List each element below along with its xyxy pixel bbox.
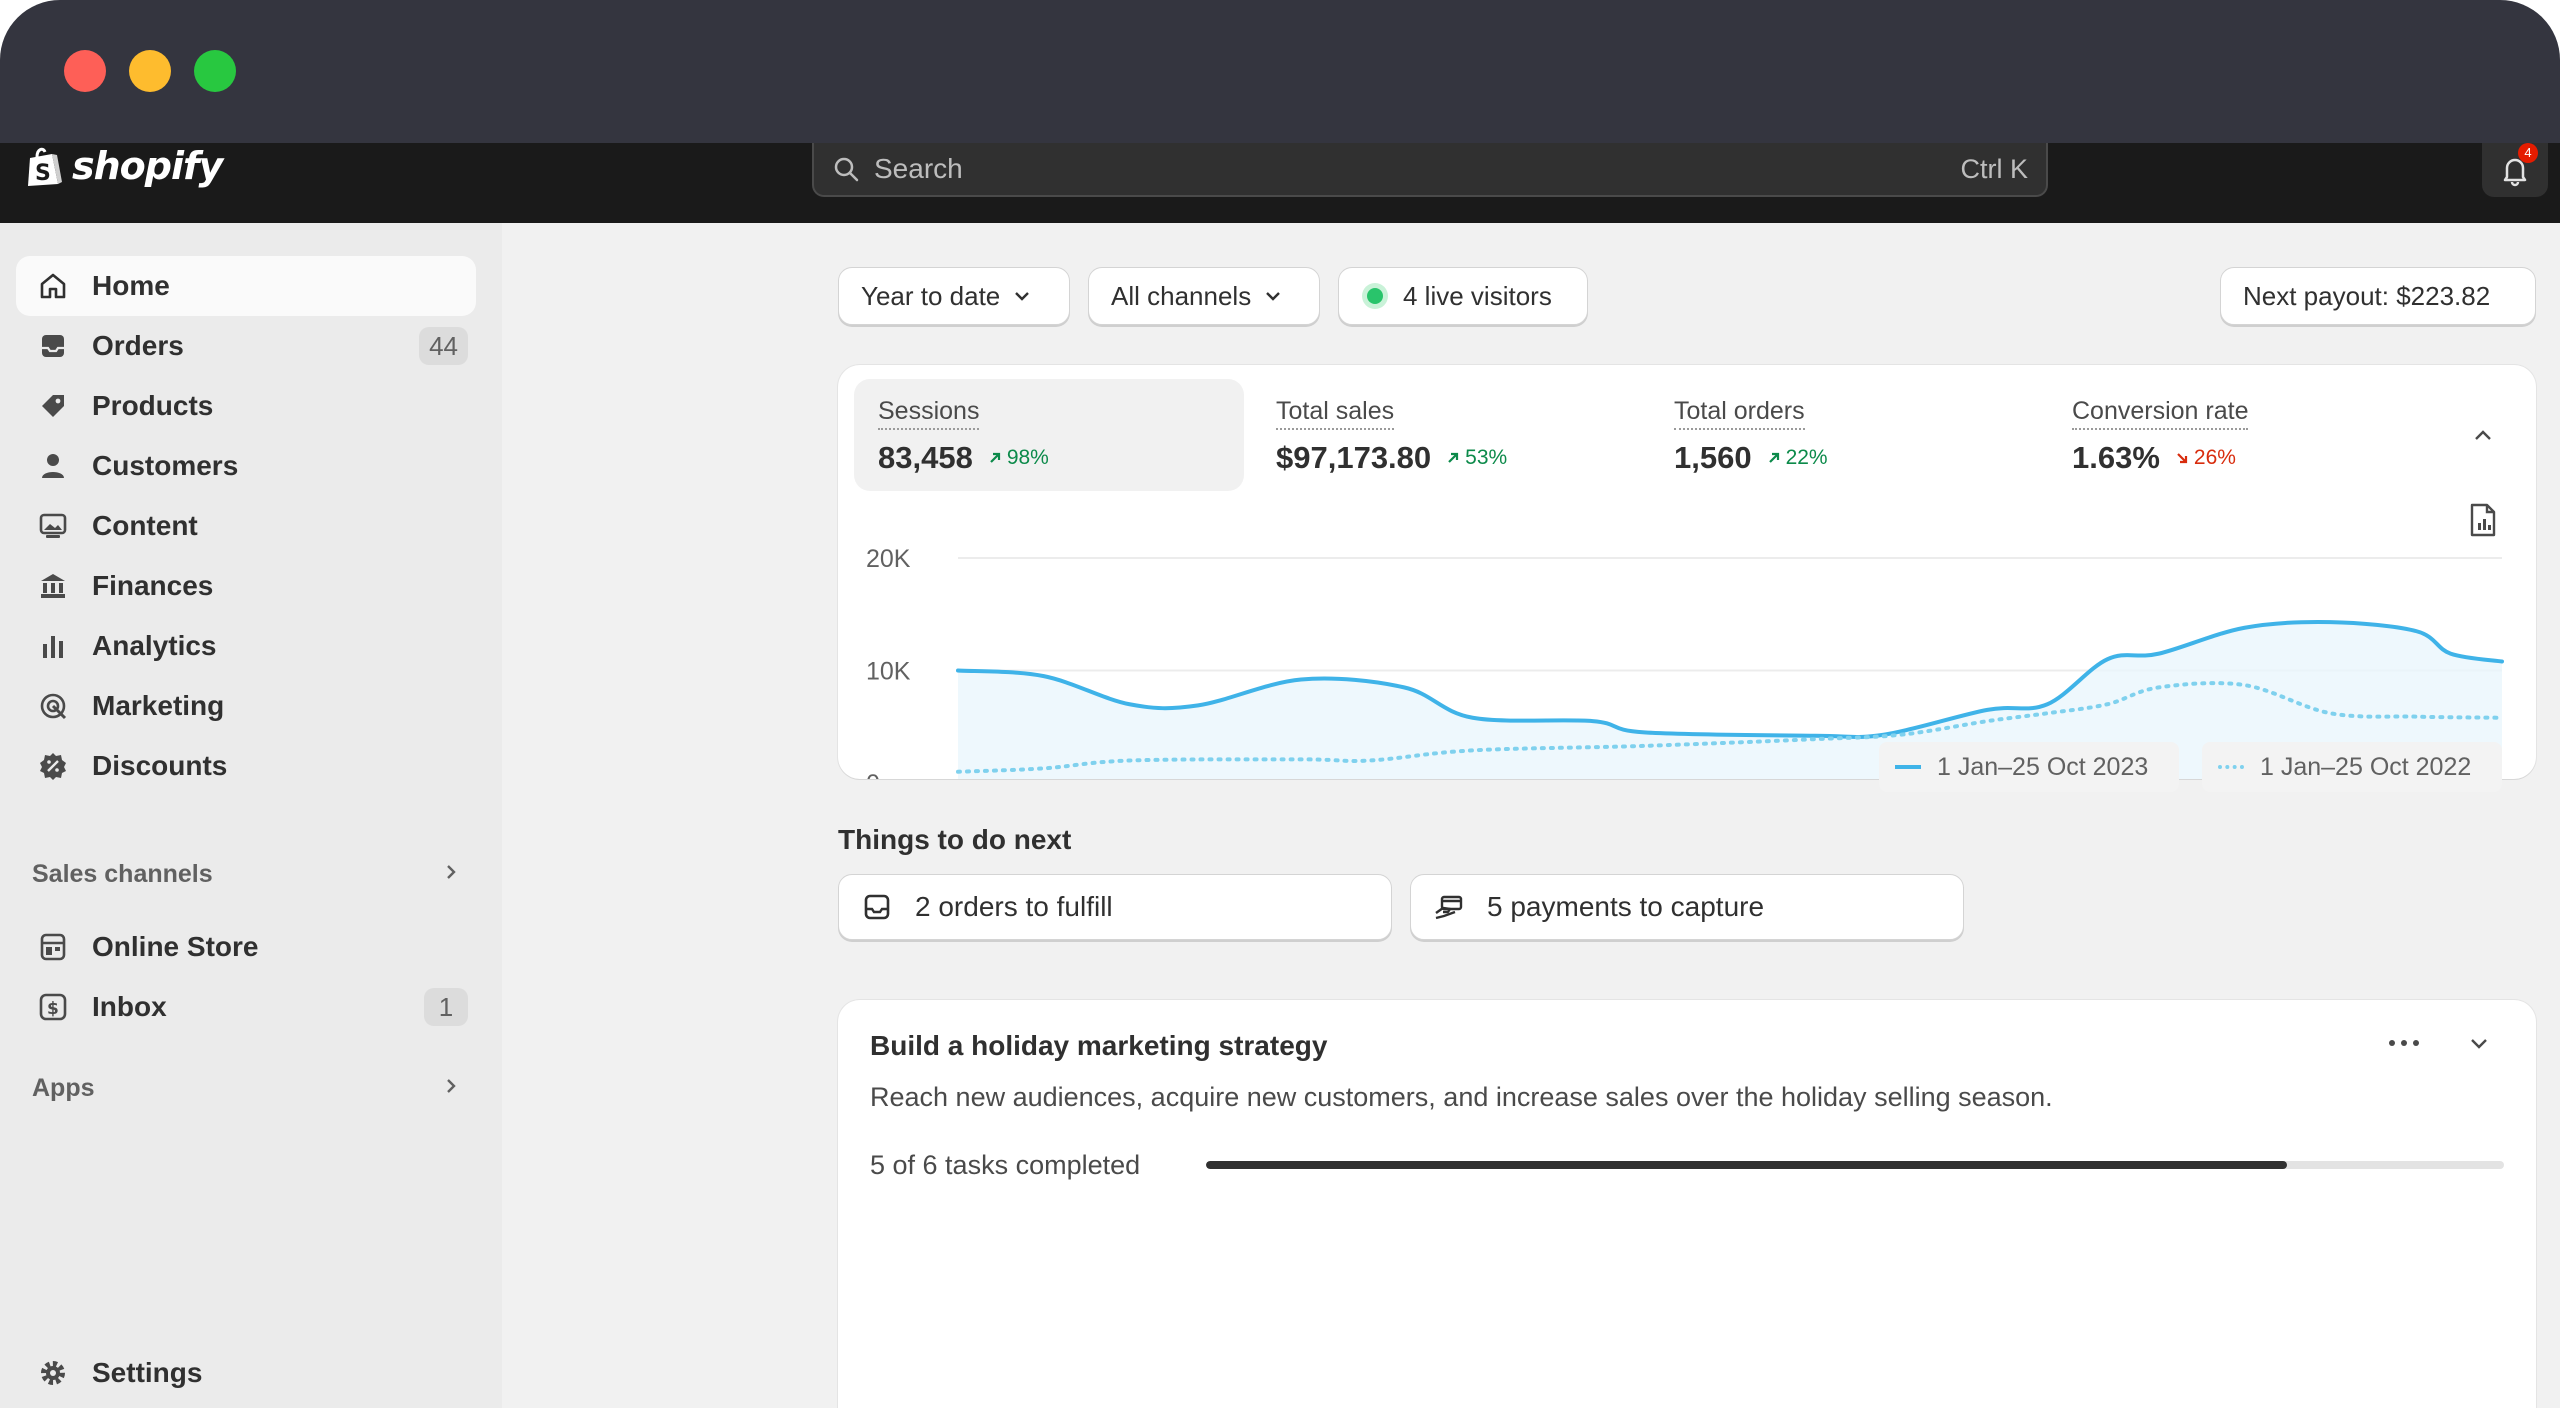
sales-channels-heading[interactable]: Sales channels bbox=[32, 860, 213, 888]
image-icon bbox=[36, 509, 70, 543]
date-range-filter[interactable]: Year to date bbox=[838, 267, 1070, 325]
bar-chart-icon bbox=[36, 629, 70, 663]
arrow-up-right-icon bbox=[1768, 452, 1779, 463]
series-line-current bbox=[956, 619, 2504, 739]
chevron-down-icon bbox=[1266, 292, 1281, 301]
report-document-icon[interactable] bbox=[2468, 503, 2498, 537]
sidebar-item-content[interactable]: Content bbox=[16, 496, 476, 556]
sidebar-item-online-store[interactable]: Online Store bbox=[16, 917, 476, 977]
channels-filter[interactable]: All channels bbox=[1088, 267, 1320, 325]
change-indicator: 53% bbox=[1445, 446, 1507, 470]
chevron-right-icon[interactable] bbox=[440, 1075, 462, 1097]
discount-icon bbox=[36, 749, 70, 783]
chevron-down-icon bbox=[1015, 292, 1030, 301]
change-indicator: 26% bbox=[2174, 446, 2236, 470]
brand-name: shopify bbox=[72, 144, 223, 188]
live-indicator-dot bbox=[1367, 288, 1383, 304]
y-tick-label: 20K bbox=[866, 545, 911, 573]
apps-heading[interactable]: Apps bbox=[32, 1074, 95, 1102]
payment-icon bbox=[1435, 895, 1463, 920]
chat-dollar-icon: $ bbox=[36, 990, 70, 1024]
live-visitors-button[interactable]: 4 live visitors bbox=[1338, 267, 1588, 325]
notification-badge: 4 bbox=[2518, 143, 2538, 163]
sidebar-item-finances[interactable]: Finances bbox=[16, 556, 476, 616]
store-icon bbox=[36, 930, 70, 964]
sidebar-item-analytics[interactable]: Analytics bbox=[16, 616, 476, 676]
metric-total-orders[interactable]: Total orders 1,560 22% bbox=[1674, 397, 1828, 475]
sidebar: Home Orders 44 Products Customers Conten… bbox=[0, 223, 502, 1408]
metric-total-sales[interactable]: Total sales $97,173.80 53% bbox=[1276, 397, 1508, 475]
y-tick-label: 0 bbox=[866, 770, 880, 779]
change-indicator: 98% bbox=[987, 446, 1049, 470]
chevron-down-icon[interactable] bbox=[2466, 1030, 2492, 1056]
svg-text:S: S bbox=[35, 161, 51, 186]
chevron-right-icon[interactable] bbox=[440, 861, 462, 883]
card-title: Build a holiday marketing strategy bbox=[870, 1030, 1328, 1061]
person-icon bbox=[36, 449, 70, 483]
search-shortcut: Ctrl K bbox=[1960, 153, 2029, 184]
orders-count-badge: 44 bbox=[419, 327, 468, 365]
target-icon bbox=[36, 689, 70, 723]
orders-to-fulfill-button[interactable]: 2 orders to fulfill bbox=[838, 874, 1392, 940]
legend-current-period[interactable]: 1 Jan–25 Oct 2023 bbox=[1879, 742, 2179, 792]
inbox-icon bbox=[36, 329, 70, 363]
shopify-bag-icon: S bbox=[28, 147, 62, 186]
sidebar-item-products[interactable]: Products bbox=[16, 376, 476, 436]
arrow-down-right-icon bbox=[2177, 453, 2188, 464]
y-tick-label: 10K bbox=[866, 658, 911, 686]
search-icon bbox=[834, 157, 859, 182]
chevron-up-icon[interactable] bbox=[2470, 423, 2496, 449]
gear-icon bbox=[36, 1356, 70, 1390]
metric-sessions[interactable]: Sessions 83,458 98% bbox=[854, 379, 1244, 491]
task-progress-fill bbox=[1206, 1161, 2288, 1169]
things-to-do-heading: Things to do next bbox=[838, 824, 1072, 855]
top-bar: S shopify Search Ctrl K 4 bbox=[0, 143, 2560, 223]
change-indicator: 22% bbox=[1766, 446, 1828, 470]
progress-text: 5 of 6 tasks completed bbox=[870, 1150, 1141, 1180]
card-description: Reach new audiences, acquire new custome… bbox=[870, 1082, 2053, 1112]
sidebar-item-customers[interactable]: Customers bbox=[16, 436, 476, 496]
close-window-button[interactable] bbox=[64, 50, 106, 92]
sidebar-item-settings[interactable]: Settings bbox=[16, 1343, 476, 1403]
legend-dotted-line bbox=[2218, 765, 2244, 769]
search-placeholder: Search bbox=[874, 153, 963, 184]
sidebar-item-discounts[interactable]: Discounts bbox=[16, 736, 476, 796]
holiday-marketing-card: Build a holiday marketing strategy Reach… bbox=[838, 1000, 2536, 1408]
series-area-current bbox=[958, 621, 2502, 779]
more-options-icon[interactable] bbox=[2386, 1036, 2422, 1050]
main-content: Year to date All channels 4 live visitor… bbox=[502, 223, 2560, 1408]
next-payout-button[interactable]: Next payout: $223.82 bbox=[2220, 267, 2536, 325]
window-titlebar bbox=[0, 0, 2560, 143]
arrow-up-right-icon bbox=[990, 452, 1000, 463]
legend-previous-period[interactable]: 1 Jan–25 Oct 2022 bbox=[2202, 742, 2502, 792]
bank-icon bbox=[36, 569, 70, 603]
legend-solid-line bbox=[1895, 765, 1921, 769]
series-line-previous bbox=[956, 681, 2504, 774]
arrow-up-right-icon bbox=[1448, 452, 1459, 463]
minimize-window-button[interactable] bbox=[129, 50, 171, 92]
bell-icon bbox=[2503, 158, 2527, 187]
svg-text:$: $ bbox=[47, 999, 59, 1019]
metric-conversion-rate[interactable]: Conversion rate 1.63% 26% bbox=[2072, 397, 2249, 475]
sidebar-item-inbox[interactable]: $ Inbox 1 bbox=[16, 977, 476, 1037]
sidebar-item-marketing[interactable]: Marketing bbox=[16, 676, 476, 736]
sidebar-item-orders[interactable]: Orders 44 bbox=[16, 316, 476, 376]
inbox-icon bbox=[864, 894, 890, 920]
sessions-line-chart: 20K10K0Jan 2023Feb 2023Mar 2023Apr 2023M… bbox=[866, 545, 2504, 779]
sidebar-item-home[interactable]: Home bbox=[16, 256, 476, 316]
home-icon bbox=[36, 269, 70, 303]
maximize-window-button[interactable] bbox=[194, 50, 236, 92]
analytics-card: Sessions 83,458 98% Total sales $97,173.… bbox=[838, 365, 2536, 779]
inbox-count-badge: 1 bbox=[424, 988, 468, 1026]
shopify-logo[interactable]: S shopify bbox=[22, 143, 223, 189]
tag-icon bbox=[36, 389, 70, 423]
payments-to-capture-button[interactable]: 5 payments to capture bbox=[1410, 874, 1964, 940]
notifications-button[interactable]: 4 bbox=[2482, 143, 2548, 197]
task-progress-bar bbox=[1206, 1161, 2504, 1169]
search-input[interactable]: Search Ctrl K bbox=[812, 143, 2048, 197]
